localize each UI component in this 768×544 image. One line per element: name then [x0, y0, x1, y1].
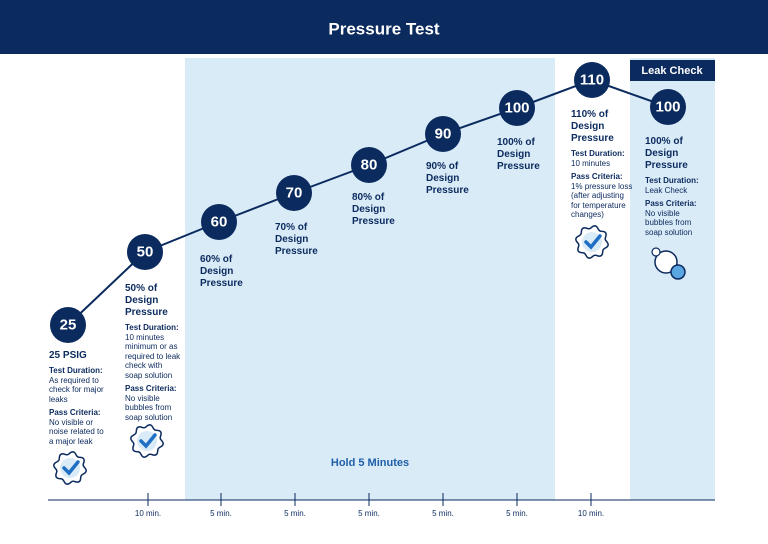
step-node [574, 62, 610, 98]
duration-text: 10 minutes [571, 158, 611, 168]
criteria-text: No visible bubbles from soap solution [125, 393, 173, 422]
interval-label: 5 min. [358, 509, 380, 518]
step-text: 110% of Design Pressure Test Duration: 10 … [571, 109, 633, 220]
step-heading: 80% of Design Pressure [352, 192, 395, 227]
bubble [670, 264, 686, 280]
step-text: 25 PSIG Test Duration: As required to chec… [49, 350, 107, 446]
interval-label: 5 min. [432, 509, 454, 518]
header-bar [0, 0, 768, 54]
step-heading: 70% of Design Pressure [275, 222, 318, 257]
step-node [425, 116, 461, 152]
step-heading: 90% of Design Pressure [426, 161, 469, 196]
duration-label: Test Duration: [125, 323, 179, 332]
step-text: 60% of Design Pressure [200, 254, 260, 290]
step-value: 90 [435, 126, 452, 143]
step-heading: 110% of Design Pressure [571, 109, 614, 144]
duration-label: Test Duration: [645, 176, 699, 185]
step-text: 90% of Design Pressure [426, 161, 486, 197]
step-value: 60 [211, 214, 228, 231]
hold-label: Hold 5 Minutes [331, 457, 409, 469]
step-node [50, 307, 86, 343]
step-heading: 25 PSIG [49, 350, 87, 361]
step-text: 100% of Design Pressure Test Duration: Lea… [645, 136, 703, 237]
step-value: 110 [580, 72, 604, 89]
duration-label: Test Duration: [49, 366, 103, 375]
interval-label: 5 min. [284, 509, 306, 518]
bubble [651, 247, 661, 257]
criteria-label: Pass Criteria: [571, 172, 623, 181]
step-text: 100% of Design Pressure [497, 137, 557, 173]
hold-band [185, 58, 555, 500]
criteria-text: No visible or noise related to a major l… [49, 417, 104, 446]
interval-label: 10 min. [135, 509, 161, 518]
badge-check [584, 234, 602, 250]
step-value: 80 [361, 157, 378, 174]
duration-text: Leak Check [645, 185, 688, 195]
step-value: 100 [504, 100, 529, 117]
leak-label: Leak Check [641, 65, 703, 77]
criteria-label: Pass Criteria: [645, 199, 697, 208]
step-heading: 100% of Design Pressure [645, 136, 688, 171]
duration-label: Test Duration: [571, 149, 625, 158]
criteria-label: Pass Criteria: [125, 384, 177, 393]
step-node [650, 89, 686, 125]
duration-text: As required to check for major leaks [49, 375, 104, 404]
step-heading: 100% of Design Pressure [497, 137, 540, 172]
step-text: 70% of Design Pressure [275, 222, 335, 258]
steps: 25 50 60 70 80 90 100 110 100 10 min. 5 min. 5 min.… [50, 62, 686, 518]
criteria-text: 1% pressure loss (after adjusting for te… [571, 181, 633, 220]
interval-label: 10 min. [578, 509, 604, 518]
step-value: 100 [655, 99, 680, 116]
step-heading: 60% of Design Pressure [200, 254, 243, 289]
step-node [276, 175, 312, 211]
step-text: 80% of Design Pressure [352, 192, 412, 228]
step-value: 50 [137, 244, 154, 261]
step-value: 25 [60, 317, 77, 334]
duration-text: 10 minutes minimum or as required to lea… [125, 332, 181, 380]
step-heading: 50% of Design Pressure [125, 283, 168, 318]
step-node [201, 204, 237, 240]
leak-band [630, 58, 715, 500]
badge-check [62, 460, 80, 476]
interval-label: 5 min. [506, 509, 528, 518]
bubble [654, 250, 678, 274]
step-node [499, 90, 535, 126]
step-text: 50% of Design Pressure Test Duration: 10 m… [125, 283, 181, 422]
criteria-text: No visible bubbles from soap solution [645, 208, 693, 237]
interval-label: 5 min. [210, 509, 232, 518]
leak-label-box [630, 60, 715, 81]
title: Pressure Test [328, 20, 440, 39]
step-value: 70 [286, 185, 303, 202]
criteria-label: Pass Criteria: [49, 408, 101, 417]
step-node [127, 234, 163, 270]
step-node [351, 147, 387, 183]
badge-check [139, 433, 157, 449]
